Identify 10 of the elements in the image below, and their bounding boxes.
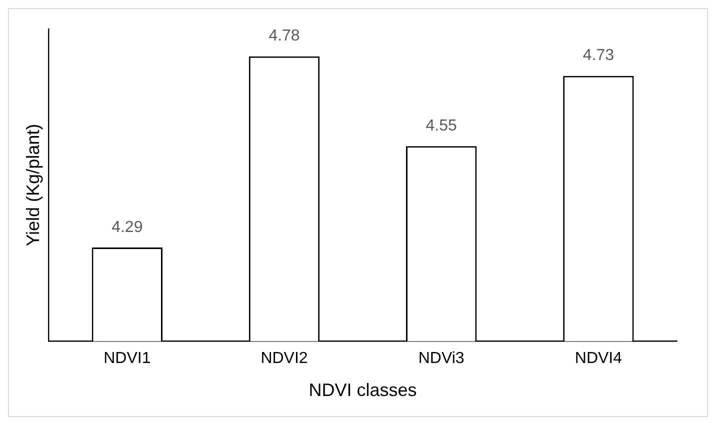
data-label: 4.55 [426, 117, 458, 134]
x-tick-label: NDVI4 [574, 350, 622, 368]
y-axis-title: Yield (Kg/plant) [22, 124, 43, 246]
data-label: 4.73 [582, 47, 614, 64]
x-tick-label: NDVi3 [418, 350, 464, 368]
x-axis-title: NDVI classes [308, 380, 417, 400]
x-tick-label: NDVI1 [104, 350, 151, 368]
x-tick-label: NDVI2 [260, 350, 308, 368]
data-label: 4.78 [268, 28, 300, 45]
data-label: 4.29 [112, 218, 143, 236]
